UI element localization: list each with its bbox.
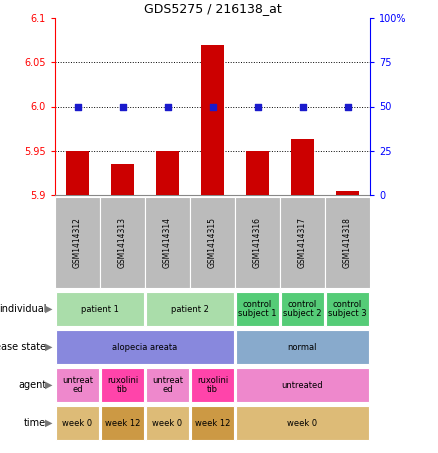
Text: GSM1414312: GSM1414312: [73, 217, 82, 268]
Point: [74, 103, 81, 110]
Bar: [146, 367, 189, 402]
Point: [299, 103, 306, 110]
Text: patient 1: patient 1: [81, 304, 119, 313]
Text: GSM1414313: GSM1414313: [118, 217, 127, 268]
Text: ruxolini
tib: ruxolini tib: [197, 376, 228, 395]
Title: GDS5275 / 216138_at: GDS5275 / 216138_at: [144, 2, 281, 15]
Text: alopecia areata: alopecia areata: [113, 342, 178, 352]
Bar: [336, 191, 359, 195]
Text: control
subject 1: control subject 1: [238, 299, 277, 318]
Point: [254, 103, 261, 110]
Bar: [146, 405, 189, 440]
Bar: [56, 405, 99, 440]
Text: normal: normal: [288, 342, 317, 352]
Bar: [191, 367, 234, 402]
Bar: [56, 329, 234, 365]
Text: ▶: ▶: [45, 380, 53, 390]
Bar: [236, 405, 369, 440]
Bar: [280, 197, 325, 288]
Text: GSM1414316: GSM1414316: [253, 217, 262, 268]
Bar: [101, 367, 144, 402]
Bar: [236, 329, 369, 365]
Bar: [236, 367, 369, 402]
Bar: [56, 367, 99, 402]
Text: untreat
ed: untreat ed: [62, 376, 93, 395]
Bar: [146, 292, 234, 327]
Text: GSM1414314: GSM1414314: [163, 217, 172, 268]
Bar: [201, 44, 224, 195]
Text: week 12: week 12: [105, 419, 140, 428]
Text: GSM1414315: GSM1414315: [208, 217, 217, 268]
Text: disease state: disease state: [0, 342, 46, 352]
Text: week 12: week 12: [195, 419, 230, 428]
Bar: [235, 197, 280, 288]
Text: untreated: untreated: [282, 381, 323, 390]
Bar: [101, 405, 144, 440]
Bar: [55, 197, 100, 288]
Text: week 0: week 0: [152, 419, 183, 428]
Point: [209, 103, 216, 110]
Bar: [325, 197, 370, 288]
Bar: [246, 151, 269, 195]
Text: control
subject 2: control subject 2: [283, 299, 322, 318]
Text: control
subject 3: control subject 3: [328, 299, 367, 318]
Text: time: time: [24, 418, 46, 428]
Bar: [281, 292, 324, 327]
Bar: [145, 197, 190, 288]
Text: GSM1414318: GSM1414318: [343, 217, 352, 268]
Bar: [56, 292, 144, 327]
Text: agent: agent: [18, 380, 46, 390]
Bar: [156, 151, 179, 195]
Text: patient 2: patient 2: [171, 304, 209, 313]
Point: [164, 103, 171, 110]
Text: ▶: ▶: [45, 304, 53, 314]
Bar: [291, 139, 314, 195]
Bar: [236, 292, 279, 327]
Bar: [100, 197, 145, 288]
Text: week 0: week 0: [63, 419, 92, 428]
Text: week 0: week 0: [287, 419, 318, 428]
Bar: [326, 292, 369, 327]
Bar: [66, 151, 89, 195]
Text: ruxolini
tib: ruxolini tib: [107, 376, 138, 395]
Text: untreat
ed: untreat ed: [152, 376, 183, 395]
Text: individual: individual: [0, 304, 46, 314]
Bar: [190, 197, 235, 288]
Point: [119, 103, 126, 110]
Point: [344, 103, 351, 110]
Text: GSM1414317: GSM1414317: [298, 217, 307, 268]
Bar: [191, 405, 234, 440]
Text: ▶: ▶: [45, 418, 53, 428]
Text: ▶: ▶: [45, 342, 53, 352]
Bar: [111, 164, 134, 195]
